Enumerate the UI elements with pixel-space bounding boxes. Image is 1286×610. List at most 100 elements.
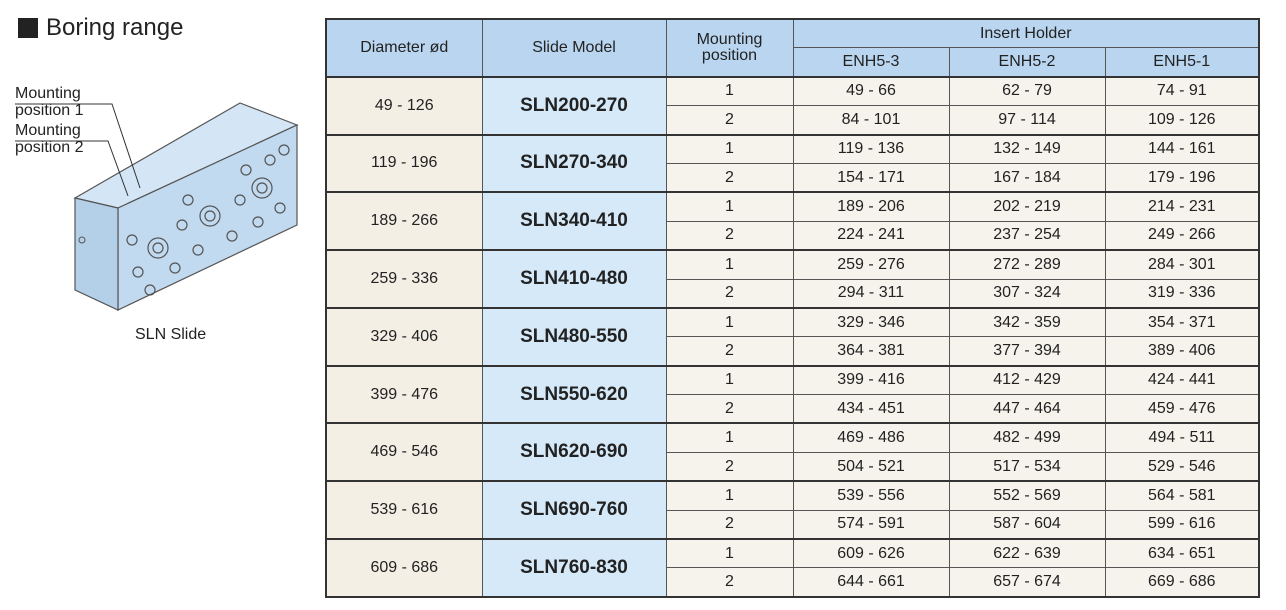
header-holder: ENH5-1 — [1104, 47, 1260, 78]
range-cell: 587 - 604 — [948, 509, 1106, 540]
range-cell: 574 - 591 — [792, 509, 950, 540]
model-cell: SLN270-340 — [481, 133, 667, 193]
range-cell: 529 - 546 — [1104, 451, 1260, 482]
range-cell: 609 - 626 — [792, 538, 950, 569]
position-cell: 2 — [665, 451, 794, 482]
position-cell: 2 — [665, 105, 794, 136]
position-cell: 2 — [665, 567, 794, 598]
position-cell: 2 — [665, 278, 794, 309]
range-cell: 669 - 686 — [1104, 567, 1260, 598]
title-text: Boring range — [46, 14, 184, 41]
section-title: Boring range — [18, 14, 183, 42]
table-row: 329 - 406 SLN480-550 1 329 - 346 342 - 359 35… — [325, 306, 1260, 367]
boring-table: Diameter ød Slide Model Mounting positio… — [325, 18, 1260, 598]
range-cell: 622 - 639 — [948, 538, 1106, 569]
range-cell: 634 - 651 — [1104, 538, 1260, 569]
range-cell: 294 - 311 — [792, 278, 950, 309]
header-holder: ENH5-2 — [948, 47, 1106, 78]
table-row: 2 504 - 521 517 - 534 529 - 546 — [326, 451, 1260, 482]
caption: SLN Slide — [135, 326, 207, 343]
diameter-cell: 259 - 336 — [325, 249, 483, 309]
table-row: 189 - 266 SLN340-410 1 189 - 206 202 - 219 21… — [325, 191, 1260, 251]
model-cell: SLN690-760 — [481, 480, 667, 540]
table-row: 259 - 336 SLN410-480 1 259 - 276 272 - 289 28… — [325, 249, 1260, 309]
range-cell: 469 - 486 — [792, 422, 950, 453]
diameter-cell: 399 - 476 — [325, 364, 483, 424]
diameter-cell: 539 - 616 — [325, 480, 483, 540]
range-cell: 119 - 136 — [792, 133, 950, 164]
diameter-cell: 119 - 196 — [325, 133, 483, 193]
diameter-cell: 189 - 266 — [325, 191, 483, 251]
range-cell: 259 - 276 — [792, 249, 950, 280]
range-cell: 504 - 521 — [792, 451, 950, 482]
range-cell: 564 - 581 — [1104, 480, 1260, 511]
range-cell: 189 - 206 — [792, 191, 950, 222]
range-cell: 644 - 661 — [792, 567, 950, 598]
range-cell: 307 - 324 — [948, 278, 1106, 309]
range-cell: 144 - 161 — [1104, 133, 1260, 164]
range-cell: 354 - 371 — [1104, 306, 1260, 338]
range-cell: 539 - 556 — [792, 480, 950, 511]
range-cell: 599 - 616 — [1104, 509, 1260, 540]
table-row: 609 - 686 SLN760-830 1 609 - 626 622 - 639 63… — [325, 538, 1260, 598]
range-cell: 329 - 346 — [792, 306, 950, 338]
range-cell: 214 - 231 — [1104, 191, 1260, 222]
slide-illustration — [15, 102, 299, 311]
table-row: 2 434 - 451 447 - 464 459 - 476 — [326, 394, 1260, 424]
position-cell: 2 — [665, 509, 794, 540]
range-cell: 272 - 289 — [948, 249, 1106, 280]
range-cell: 284 - 301 — [1104, 249, 1260, 280]
range-cell: 237 - 254 — [948, 220, 1106, 251]
range-cell: 389 - 406 — [1104, 336, 1260, 367]
position-cell: 1 — [665, 422, 794, 453]
table-row: 2 224 - 241 237 - 254 249 - 266 — [326, 220, 1260, 251]
range-cell: 412 - 429 — [948, 364, 1106, 396]
position-cell: 1 — [665, 133, 794, 164]
label-position-1: Mounting position 1 — [15, 85, 84, 119]
range-cell: 74 - 91 — [1104, 75, 1260, 107]
range-cell: 434 - 451 — [792, 394, 950, 424]
position-cell: 1 — [665, 191, 794, 222]
diameter-cell: 49 - 126 — [325, 75, 483, 136]
position-cell: 2 — [665, 336, 794, 367]
range-cell: 364 - 381 — [792, 336, 950, 367]
diameter-cell: 609 - 686 — [325, 538, 483, 598]
model-cell: SLN340-410 — [481, 191, 667, 251]
range-cell: 377 - 394 — [948, 336, 1106, 367]
position-cell: 2 — [665, 220, 794, 251]
title-square — [18, 18, 38, 38]
range-cell: 342 - 359 — [948, 306, 1106, 338]
range-cell: 84 - 101 — [792, 105, 950, 136]
table-row: 2 644 - 661 657 - 674 669 - 686 — [326, 567, 1260, 598]
table-row: 399 - 476 SLN550-620 1 399 - 416 412 - 429 42… — [325, 364, 1260, 424]
range-cell: 657 - 674 — [948, 567, 1106, 598]
range-cell: 494 - 511 — [1104, 422, 1260, 453]
diameter-cell: 329 - 406 — [325, 306, 483, 367]
model-cell: SLN480-550 — [481, 306, 667, 367]
table-row: 119 - 196 SLN270-340 1 119 - 136 132 - 149 14… — [325, 133, 1260, 193]
range-cell: 399 - 416 — [792, 364, 950, 396]
range-cell: 517 - 534 — [948, 451, 1106, 482]
header-holder: ENH5-3 — [792, 47, 950, 78]
table-row: 2 294 - 311 307 - 324 319 - 336 — [326, 278, 1260, 309]
range-cell: 424 - 441 — [1104, 364, 1260, 396]
range-cell: 459 - 476 — [1104, 394, 1260, 424]
header-insert-holder: Insert Holder — [792, 18, 1260, 49]
position-cell: 2 — [665, 162, 794, 193]
table-row: 49 - 126 SLN200-270 1 49 - 66 62 - 79 74 - 91 — [325, 75, 1260, 136]
range-cell: 167 - 184 — [948, 162, 1106, 193]
range-cell: 154 - 171 — [792, 162, 950, 193]
position-cell: 1 — [665, 538, 794, 569]
range-cell: 224 - 241 — [792, 220, 950, 251]
range-cell: 447 - 464 — [948, 394, 1106, 424]
position-cell: 2 — [665, 394, 794, 424]
model-cell: SLN200-270 — [481, 75, 667, 136]
header-position: Mounting position — [665, 18, 794, 78]
position-cell: 1 — [665, 364, 794, 396]
range-cell: 109 - 126 — [1104, 105, 1260, 136]
position-cell: 1 — [665, 306, 794, 338]
position-cell: 1 — [665, 75, 794, 107]
table-row: 2 154 - 171 167 - 184 179 - 196 — [326, 162, 1260, 193]
header-diameter: Diameter ød — [325, 18, 483, 78]
